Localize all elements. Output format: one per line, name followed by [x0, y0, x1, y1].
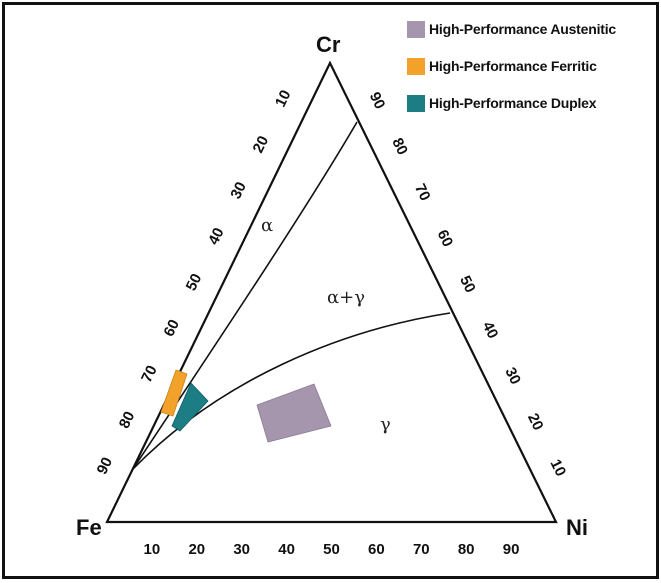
left-tick-20: 20	[250, 133, 273, 155]
legend-item-austenitic: High-Performance Austenitic	[407, 16, 655, 42]
duplex-region	[171, 382, 209, 432]
corner-label-fe: Fe	[76, 515, 102, 540]
left-tick-40: 40	[205, 225, 228, 247]
phase-label-alpha: α	[261, 215, 273, 236]
left-tick-90: 90	[94, 455, 117, 477]
right-tick-60: 60	[434, 227, 457, 249]
legend-item-duplex: High-Performance Duplex	[407, 90, 655, 116]
right-tick-10: 10	[547, 457, 570, 479]
legend-item-ferritic: High-Performance Ferritic	[407, 53, 655, 79]
bottom-tick-50: 50	[323, 541, 340, 558]
right-axis-ticks: 90 80 70 60 50 40 30 20 10	[366, 89, 569, 479]
austenitic-region	[256, 383, 332, 443]
left-tick-30: 30	[227, 179, 250, 201]
bottom-tick-30: 30	[233, 541, 250, 558]
ferritic-region	[160, 369, 188, 417]
bottom-tick-90: 90	[503, 541, 520, 558]
gamma-boundary-line	[132, 312, 451, 470]
bottom-tick-70: 70	[413, 541, 430, 558]
legend-label-duplex: High-Performance Duplex	[429, 95, 597, 111]
legend-label-ferritic: High-Performance Ferritic	[429, 58, 597, 74]
bottom-tick-10: 10	[144, 541, 161, 558]
right-tick-70: 70	[411, 181, 434, 203]
left-axis-ticks: 10 20 30 40 50 60 70 80 90	[94, 87, 295, 477]
bottom-tick-80: 80	[458, 541, 475, 558]
alpha-boundary-line	[132, 121, 358, 470]
bottom-tick-60: 60	[368, 541, 385, 558]
left-tick-50: 50	[183, 271, 206, 293]
right-tick-90: 90	[366, 89, 389, 111]
legend-swatch-duplex	[407, 94, 425, 112]
legend-swatch-ferritic	[407, 57, 425, 75]
right-tick-40: 40	[479, 319, 502, 341]
legend-swatch-austenitic	[407, 20, 425, 38]
left-tick-70: 70	[138, 363, 161, 385]
right-tick-30: 30	[501, 365, 524, 387]
bottom-tick-40: 40	[278, 541, 295, 558]
right-tick-50: 50	[456, 273, 479, 295]
left-tick-10: 10	[272, 87, 295, 109]
phase-label-alpha-gamma: α+γ	[327, 287, 365, 308]
legend: High-Performance Austenitic High-Perform…	[407, 16, 655, 116]
right-tick-20: 20	[524, 411, 547, 433]
legend-label-austenitic: High-Performance Austenitic	[429, 21, 617, 37]
right-tick-80: 80	[388, 135, 411, 157]
bottom-axis-ticks: 10 20 30 40 50 60 70 80 90	[144, 541, 520, 558]
corner-label-ni: Ni	[566, 515, 588, 540]
phase-label-gamma: γ	[380, 414, 391, 435]
ternary-triangle	[105, 60, 558, 524]
left-tick-60: 60	[160, 317, 183, 339]
corner-label-cr: Cr	[316, 32, 341, 57]
left-tick-80: 80	[116, 409, 139, 431]
bottom-tick-20: 20	[188, 541, 205, 558]
